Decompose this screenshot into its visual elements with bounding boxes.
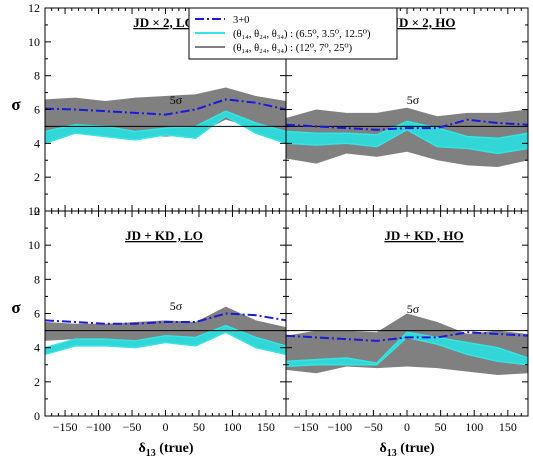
y-tick-label: 10	[28, 238, 40, 252]
legend-label-three_plus_zero: 3+0	[233, 15, 249, 26]
legend: 3+0 (θ₁₄, θ₂₄, θ₃₄) : (6.5⁰, 3.5⁰, 12.5⁰)…	[188, 7, 398, 60]
cyan-band-bottom-left	[45, 325, 286, 355]
legend-label-gray: (θ₁₄, θ₂₄, θ₃₄) : (12⁰, 7⁰, 25⁰)	[233, 43, 353, 54]
x-tick-label: −100	[86, 420, 111, 434]
cyan-lower-edge-top-right	[285, 128, 529, 155]
x-tick-label: −150	[294, 420, 319, 434]
y-tick-label: 6	[34, 307, 40, 321]
gray-band-bottom-left	[45, 306, 286, 346]
cyan-band-top-left	[45, 111, 286, 144]
y-tick-label: 2	[34, 170, 40, 184]
five-sigma-label: 5σ	[407, 93, 420, 107]
legend-label-cyan: (θ₁₄, θ₂₄, θ₃₄) : (6.5⁰, 3.5⁰, 12.5⁰)	[233, 29, 371, 40]
y-tick-label: 0	[34, 409, 40, 423]
y-tick-label: 12	[28, 204, 40, 218]
y-tick-label: 4	[34, 136, 40, 150]
x-axis-label: δ13 (true)	[139, 441, 194, 459]
y-tick-label: 8	[34, 69, 40, 83]
panel-top-left: 0 2 4 6 8 10 12 JD × 2, LO 5σ	[28, 1, 287, 218]
x-tick-label: 100	[223, 420, 241, 434]
y-axis-label: σ	[11, 298, 21, 317]
five-sigma-label: 5σ	[170, 93, 183, 107]
x-tick-label: 100	[465, 420, 483, 434]
x-tick-label: −150	[53, 420, 78, 434]
x-tick-label: −100	[327, 420, 352, 434]
x-tick-label: 50	[193, 420, 205, 434]
y-tick-label: 4	[34, 341, 40, 355]
gray-band-bottom-right	[286, 313, 528, 375]
y-tick-label: 0	[34, 204, 40, 218]
cyan-lower-edge-top-left	[44, 115, 287, 144]
three-plus-zero-curve-top-left	[44, 98, 287, 116]
cyan-upper-edge-bottom-right	[285, 331, 529, 364]
panel-top-right: JD × 2, HO 5σ	[285, 7, 529, 212]
y-tick-label: 12	[28, 1, 40, 15]
y-tick-label: 2	[34, 375, 40, 389]
x-tick-label: −50	[123, 420, 142, 434]
y-tick-label: 10	[28, 35, 40, 49]
three-plus-zero-curve-bottom-right	[285, 331, 529, 342]
y-axis-label: σ	[11, 95, 21, 114]
panel-title-top-left: JD × 2, LO	[133, 15, 195, 30]
panel-bottom-right: −150 −100 −50 0 50 100 150 JD + KD , HO 5σ	[285, 210, 529, 434]
cyan-band-top-right	[286, 121, 528, 154]
y-tick-label: 6	[34, 103, 40, 117]
cyan-lower-edge-bottom-left	[44, 331, 287, 356]
three-plus-zero-curve-bottom-left	[44, 312, 287, 325]
five-sigma-label: 5σ	[407, 302, 420, 316]
x-tick-label: 150	[257, 420, 275, 434]
panel-title-bottom-left: JD + KD , LO	[125, 228, 203, 243]
three-plus-zero-curve-top-right	[285, 118, 529, 131]
x-tick-label: 0	[163, 420, 169, 434]
x-tick-label: 150	[499, 420, 517, 434]
panel-bottom-left: 0 2 4 6 8 10 12 −150 −100 −50 0 50 100 150 JD + KD , L…	[28, 204, 287, 434]
panel-title-bottom-right: JD + KD , HO	[384, 228, 463, 243]
x-axis-label: δ13 (true)	[380, 441, 435, 459]
panel-title-top-right: JD × 2, HO	[392, 15, 455, 30]
five-sigma-label: 5σ	[170, 299, 183, 313]
cyan-upper-edge-top-left	[44, 110, 287, 133]
y-tick-label: 8	[34, 272, 40, 286]
x-tick-label: 0	[404, 420, 410, 434]
cyan-upper-edge-top-right	[285, 120, 529, 139]
x-tick-label: 50	[435, 420, 447, 434]
x-tick-label: −50	[364, 420, 383, 434]
gray-band-top-right	[286, 107, 528, 168]
cyan-upper-edge-bottom-left	[44, 324, 287, 349]
